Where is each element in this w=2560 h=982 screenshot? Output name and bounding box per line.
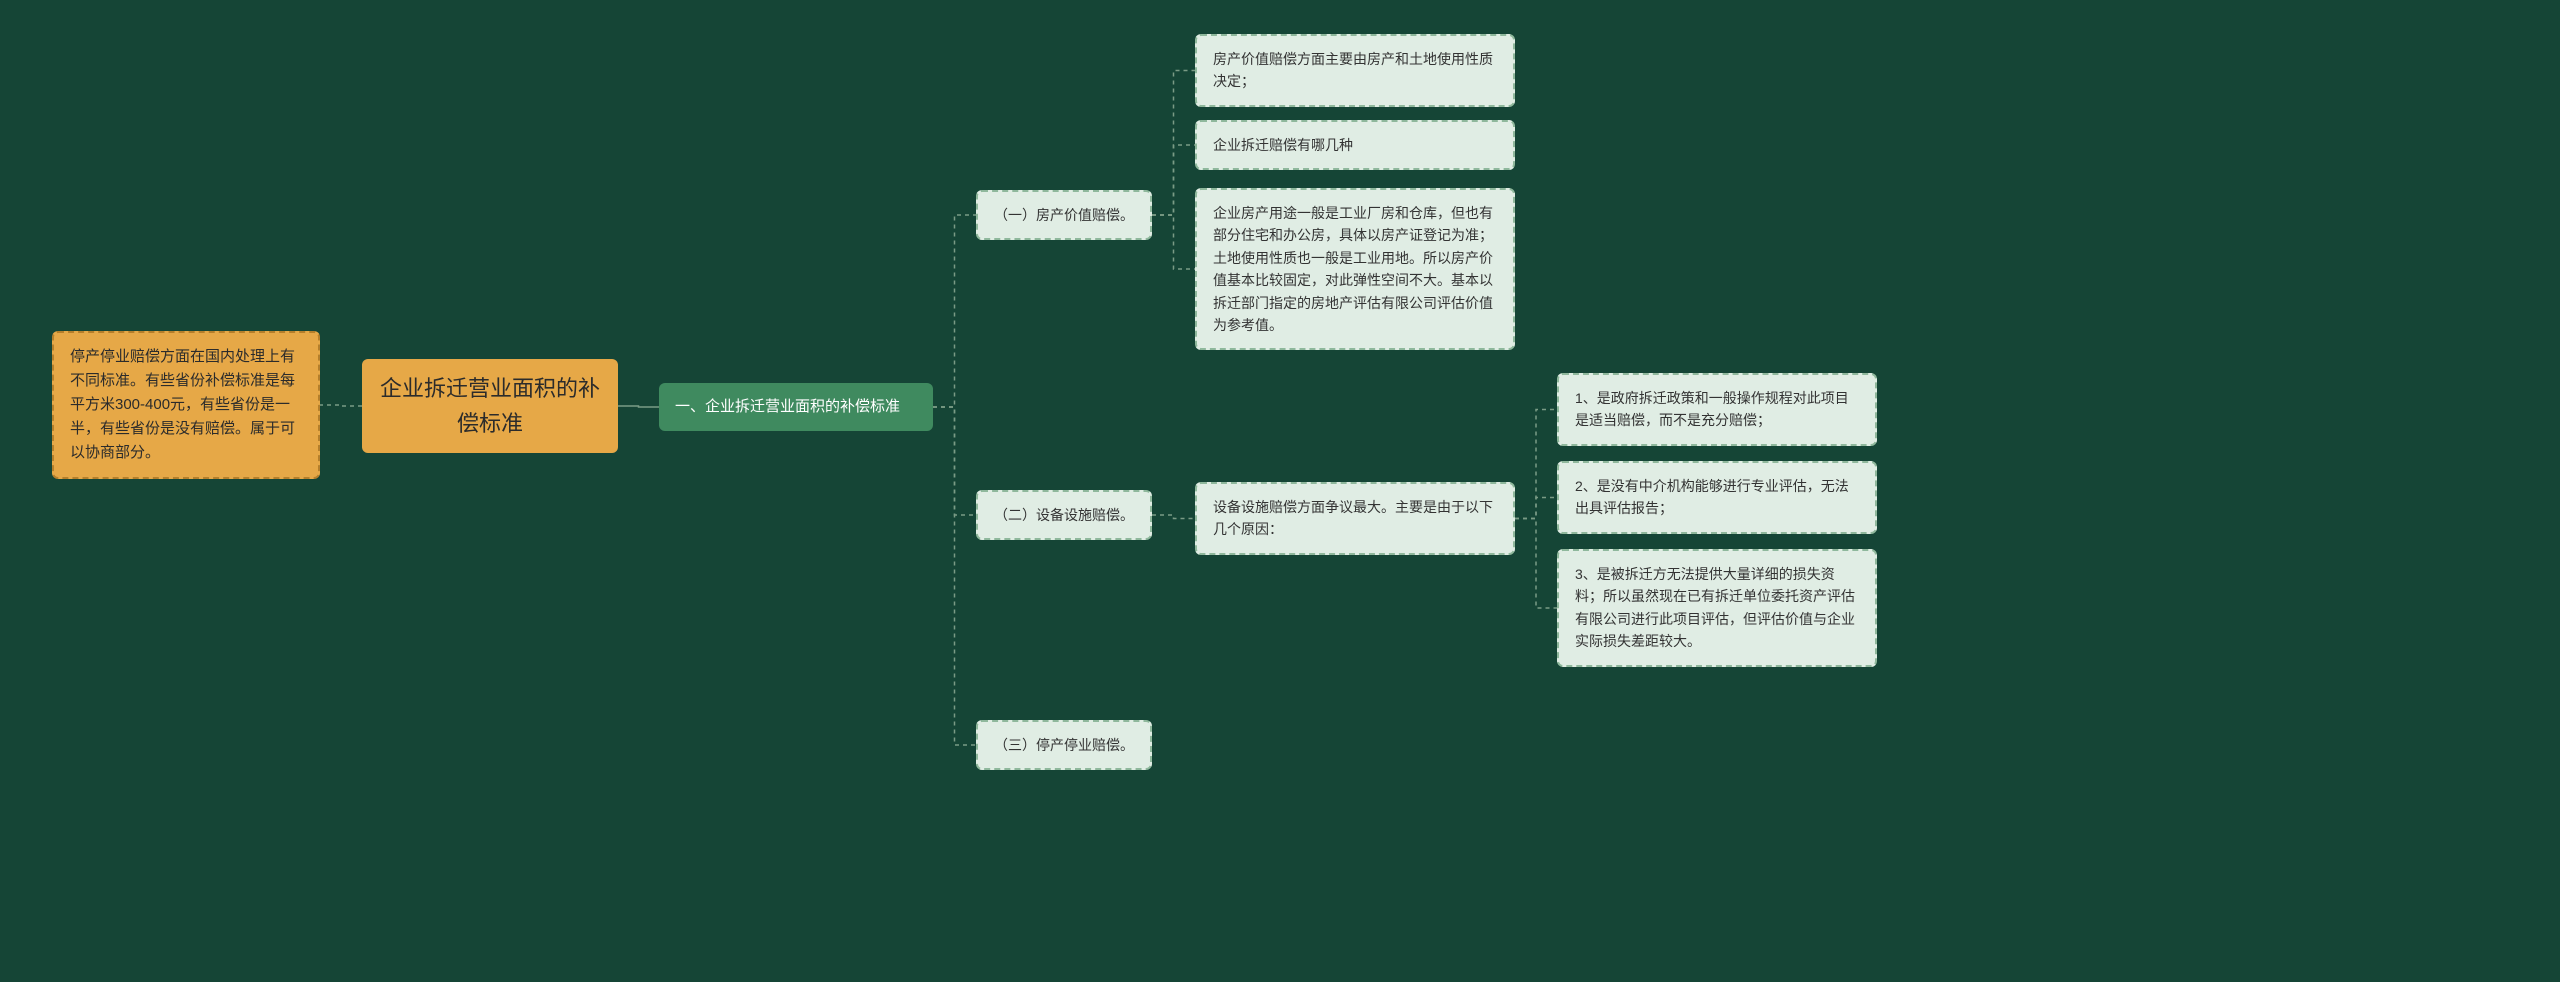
node-category3[interactable]: （三）停产停业赔偿。 bbox=[976, 720, 1152, 770]
node-left_detail[interactable]: 停产停业赔偿方面在国内处理上有不同标准。有些省份补偿标准是每平方米300-400… bbox=[52, 331, 320, 479]
node-section1[interactable]: 一、企业拆迁营业面积的补偿标准 bbox=[659, 383, 933, 431]
node-root[interactable]: 企业拆迁营业面积的补偿标准 bbox=[362, 359, 618, 453]
node-cat2_sub3[interactable]: 3、是被拆迁方无法提供大量详细的损失资料；所以虽然现在已有拆迁单位委托资产评估有… bbox=[1557, 549, 1877, 667]
node-cat2_sub1[interactable]: 1、是政府拆迁政策和一般操作规程对此项目是适当赔偿，而不是充分赔偿； bbox=[1557, 373, 1877, 446]
node-category2[interactable]: （二）设备设施赔偿。 bbox=[976, 490, 1152, 540]
node-cat2_sub2[interactable]: 2、是没有中介机构能够进行专业评估，无法出具评估报告； bbox=[1557, 461, 1877, 534]
node-cat1_item3[interactable]: 企业房产用途一般是工业厂房和仓库，但也有部分住宅和办公房，具体以房产证登记为准；… bbox=[1195, 188, 1515, 350]
node-cat1_item1[interactable]: 房产价值赔偿方面主要由房产和土地使用性质决定； bbox=[1195, 34, 1515, 107]
node-cat2_item1[interactable]: 设备设施赔偿方面争议最大。主要是由于以下几个原因： bbox=[1195, 482, 1515, 555]
node-category1[interactable]: （一）房产价值赔偿。 bbox=[976, 190, 1152, 240]
node-cat1_item2[interactable]: 企业拆迁赔偿有哪几种 bbox=[1195, 120, 1515, 170]
